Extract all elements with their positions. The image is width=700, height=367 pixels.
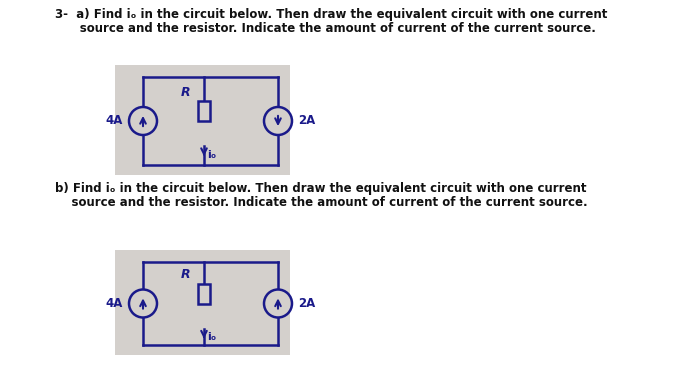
Circle shape bbox=[129, 107, 157, 135]
Text: 3-  a) Find iₒ in the circuit below. Then draw the equivalent circuit with one c: 3- a) Find iₒ in the circuit below. Then… bbox=[55, 8, 608, 21]
Text: 4A: 4A bbox=[106, 115, 123, 127]
Bar bbox=[198, 283, 210, 304]
Text: source and the resistor. Indicate the amount of current of the current source.: source and the resistor. Indicate the am… bbox=[55, 22, 596, 35]
Circle shape bbox=[129, 290, 157, 317]
Text: source and the resistor. Indicate the amount of current of the current source.: source and the resistor. Indicate the am… bbox=[55, 196, 587, 209]
Text: iₒ: iₒ bbox=[207, 333, 216, 342]
Text: 2A: 2A bbox=[298, 115, 315, 127]
Text: 2A: 2A bbox=[298, 297, 315, 310]
Circle shape bbox=[264, 290, 292, 317]
Text: R: R bbox=[181, 269, 190, 281]
Bar bbox=[115, 250, 290, 355]
Text: iₒ: iₒ bbox=[207, 150, 216, 160]
Text: R: R bbox=[181, 86, 190, 99]
Bar bbox=[115, 65, 290, 175]
Bar bbox=[198, 101, 210, 121]
Text: 4A: 4A bbox=[106, 297, 123, 310]
Text: b) Find iₒ in the circuit below. Then draw the equivalent circuit with one curre: b) Find iₒ in the circuit below. Then dr… bbox=[55, 182, 587, 195]
Circle shape bbox=[264, 107, 292, 135]
